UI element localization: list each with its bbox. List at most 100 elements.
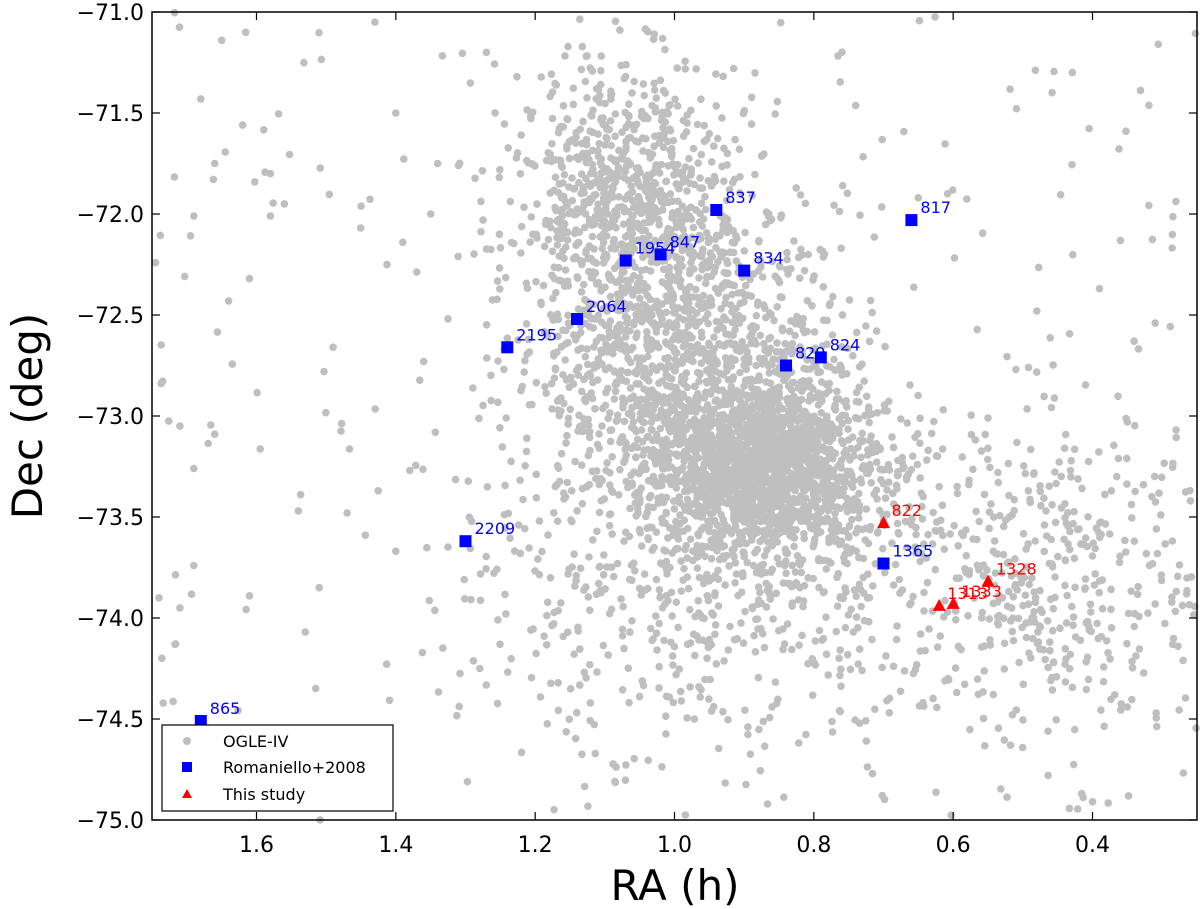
- ogle-iv-point: [1063, 591, 1071, 600]
- ogle-iv-point: [755, 354, 764, 363]
- ogle-iv-point: [681, 287, 690, 296]
- ogle-iv-point: [980, 667, 988, 675]
- ogle-iv-point: [588, 160, 597, 169]
- ogle-iv-point: [1161, 619, 1169, 628]
- ogle-iv-point: [1134, 582, 1142, 591]
- ogle-iv-point: [634, 224, 643, 232]
- ogle-iv-point: [656, 593, 664, 602]
- ogle-iv-point: [686, 605, 694, 614]
- ogle-iv-point: [748, 191, 756, 200]
- ogle-iv-point: [852, 328, 861, 337]
- ogle-iv-point: [555, 180, 564, 188]
- ogle-iv-point: [836, 366, 845, 374]
- y-axis-ticks: −71.0−71.5−72.0−72.5−73.0−73.5−74.0−74.5…: [77, 1, 1197, 834]
- ogle-iv-point: [1102, 637, 1111, 645]
- ogle-iv-point: [677, 378, 686, 386]
- ogle-iv-point: [1151, 600, 1159, 608]
- ogle-iv-point: [799, 512, 808, 521]
- ogle-iv-point: [537, 300, 545, 309]
- ogle-iv-point: [606, 174, 614, 183]
- ogle-iv-point: [652, 575, 661, 584]
- ogle-iv-point: [1050, 394, 1059, 402]
- ogle-iv-point: [532, 494, 541, 502]
- ogle-iv-point: [793, 552, 802, 560]
- ogle-iv-point: [729, 550, 737, 559]
- ogle-iv-point: [482, 565, 490, 573]
- ogle-iv-point: [1030, 470, 1038, 479]
- ogle-iv-point: [617, 153, 626, 162]
- ogle-iv-point: [1172, 433, 1180, 442]
- ogle-iv-point: [963, 195, 971, 203]
- ogle-iv-point: [594, 147, 602, 155]
- ogle-iv-point: [1019, 462, 1028, 470]
- ogle-iv-point: [761, 568, 770, 577]
- ogle-iv-point: [577, 387, 586, 396]
- ogle-iv-point: [678, 262, 686, 271]
- ogle-iv-point: [764, 538, 772, 546]
- ogle-iv-point: [682, 423, 690, 432]
- ogle-iv-point: [628, 617, 636, 625]
- ogle-iv-point: [862, 717, 870, 725]
- ogle-iv-point: [728, 375, 737, 384]
- ogle-iv-point: [532, 470, 540, 479]
- ogle-iv-point: [1009, 636, 1018, 645]
- ogle-iv-point: [680, 564, 688, 573]
- ogle-iv-point: [834, 504, 843, 512]
- ogle-iv-point: [1145, 101, 1153, 110]
- ogle-iv-point: [643, 328, 651, 336]
- ogle-iv-point: [697, 95, 705, 103]
- ogle-iv-point: [772, 395, 781, 404]
- ogle-iv-point: [557, 449, 566, 458]
- ogle-iv-point: [639, 314, 648, 323]
- ogle-iv-point: [478, 167, 487, 175]
- ogle-iv-point: [171, 640, 180, 648]
- ogle-iv-point: [898, 453, 907, 462]
- ogle-iv-point: [476, 596, 485, 605]
- ogle-iv-point: [1048, 673, 1056, 682]
- ogle-iv-point: [729, 64, 738, 73]
- ogle-iv-point: [831, 406, 840, 414]
- ogle-iv-point: [606, 292, 615, 301]
- ogle-iv-point: [603, 348, 612, 356]
- ogle-iv-point: [501, 481, 509, 490]
- romaniello-point-1365: [877, 557, 890, 570]
- ogle-iv-point: [999, 614, 1008, 623]
- ogle-iv-point: [916, 630, 925, 638]
- ogle-iv-point: [739, 548, 747, 556]
- ogle-iv-point: [755, 725, 763, 734]
- romaniello-point-2209: [459, 535, 472, 548]
- ogle-iv-point: [680, 516, 689, 525]
- ogle-iv-point: [689, 556, 697, 565]
- ogle-iv-point: [684, 584, 693, 593]
- ogle-iv-point: [1036, 487, 1044, 496]
- ogle-iv-point: [828, 728, 837, 736]
- ogle-iv-point: [918, 502, 926, 511]
- ogle-iv-point: [453, 711, 461, 720]
- ogle-iv-point: [751, 170, 759, 179]
- ogle-iv-point: [616, 26, 624, 34]
- ogle-iv-point: [704, 437, 712, 445]
- ogle-iv-point: [1043, 617, 1052, 625]
- ogle-iv-point: [791, 331, 799, 340]
- ogle-iv-point: [753, 386, 762, 394]
- romaniello-label-1365: 1365: [893, 542, 934, 561]
- ogle-iv-point: [690, 382, 699, 391]
- ogle-iv-point: [1095, 448, 1103, 456]
- ogle-iv-point: [550, 608, 558, 617]
- ogle-iv-point: [868, 769, 877, 778]
- ogle-iv-point: [685, 473, 694, 481]
- ogle-iv-point: [1099, 663, 1108, 671]
- ogle-iv-point: [752, 421, 760, 430]
- ogle-iv-point: [581, 210, 590, 218]
- ogle-iv-point: [582, 248, 590, 257]
- ogle-iv-point: [1013, 586, 1022, 594]
- ogle-iv-point: [674, 535, 683, 543]
- ogle-iv-point: [903, 419, 912, 427]
- ogle-iv-point: [733, 635, 742, 643]
- ogle-iv-point: [507, 238, 516, 247]
- ogle-iv-point: [627, 216, 636, 225]
- ogle-iv-point: [761, 426, 770, 435]
- ogle-iv-point: [630, 754, 638, 763]
- ogle-iv-point: [770, 406, 778, 415]
- ogle-iv-point: [552, 288, 560, 297]
